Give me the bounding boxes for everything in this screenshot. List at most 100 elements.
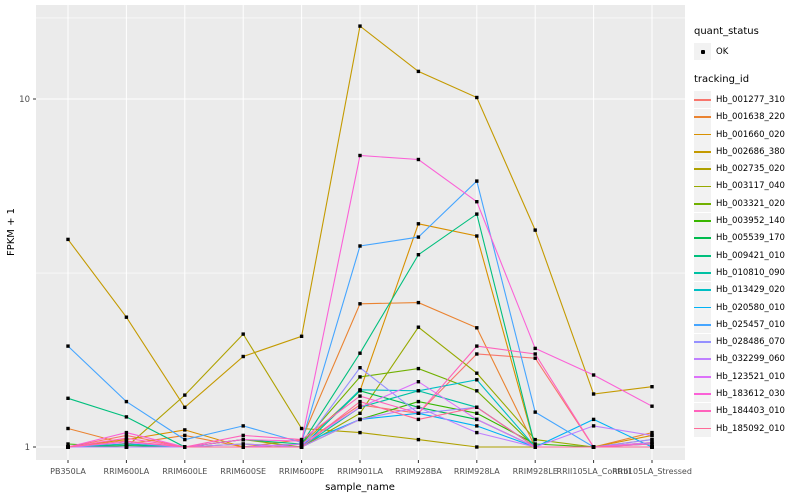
- data-point: [475, 417, 479, 422]
- data-point: [533, 352, 537, 356]
- legend-line-swatch: [694, 420, 711, 438]
- legend-item-Hb_184403_010: Hb_184403_010: [694, 402, 800, 420]
- data-point: [475, 430, 479, 435]
- data-point: [475, 378, 479, 382]
- x-tick-label: RRIM928LE: [513, 467, 558, 476]
- data-point: [475, 445, 479, 449]
- data-point: [124, 315, 129, 319]
- x-tick-label: RRIM600LA: [104, 467, 150, 476]
- x-tick-label: RRII105LA_Control: [557, 467, 631, 476]
- data-point: [124, 439, 129, 443]
- legend-item-label: Hb_009421_010: [716, 250, 785, 261]
- legend-title-quant-status: quant_status: [694, 26, 759, 37]
- legend-line-swatch: [694, 281, 711, 299]
- data-point: [124, 433, 129, 438]
- data-point: [358, 375, 362, 379]
- legend-item-Hb_185092_010: Hb_185092_010: [694, 420, 800, 438]
- data-point: [475, 424, 479, 428]
- data-point: [475, 344, 479, 348]
- data-point: [591, 392, 596, 396]
- data-point: [591, 445, 596, 449]
- data-point: [66, 344, 70, 348]
- x-tick-label: RRIM901LA: [337, 467, 383, 476]
- data-point: [66, 396, 70, 400]
- data-point: [124, 430, 129, 435]
- data-point: [183, 393, 187, 397]
- legend-item-label: Hb_020580_010: [716, 302, 785, 313]
- legend-item-Hb_001660_020: Hb_001660_020: [694, 126, 800, 144]
- legend-item-label: Hb_025457_010: [716, 319, 785, 330]
- data-point: [241, 332, 245, 336]
- x-tick-label: RRIM928LA: [454, 467, 500, 476]
- legend-item-label: Hb_013429_020: [716, 285, 785, 296]
- data-point: [241, 354, 245, 359]
- data-point: [650, 385, 654, 389]
- data-point: [416, 366, 421, 371]
- data-point: [299, 437, 304, 442]
- data-point: [533, 442, 537, 446]
- data-point: [241, 424, 245, 428]
- data-point: [416, 437, 421, 442]
- legend-item-Hb_002686_380: Hb_002686_380: [694, 143, 800, 161]
- data-point: [241, 445, 245, 449]
- data-point: [358, 388, 362, 392]
- legend-item-label: Hb_003321_020: [716, 198, 785, 209]
- legend-line-swatch: [694, 229, 711, 247]
- data-point: [533, 437, 537, 442]
- legend-line-swatch: [694, 212, 711, 230]
- legend-item-Hb_001638_220: Hb_001638_220: [694, 108, 800, 126]
- legend-line-swatch: [694, 108, 711, 126]
- data-point: [358, 394, 362, 398]
- data-point: [66, 445, 70, 449]
- legend-line-swatch: [694, 143, 711, 161]
- data-points: [66, 24, 654, 449]
- legend-item-label: Hb_005539_170: [716, 233, 785, 244]
- data-point: [124, 415, 129, 419]
- legend-item-Hb_005539_170: Hb_005539_170: [694, 229, 800, 247]
- data-point: [475, 179, 479, 183]
- data-point: [533, 356, 537, 360]
- legend-item-ok: OK: [694, 43, 800, 61]
- legend-item-label: Hb_183612_030: [716, 388, 785, 399]
- x-tick-label: RRIM600LE: [162, 467, 207, 476]
- data-point: [416, 235, 421, 239]
- data-point: [650, 430, 654, 435]
- data-point: [475, 95, 479, 100]
- data-point: [183, 445, 187, 449]
- legend-item-Hb_010810_090: Hb_010810_090: [694, 264, 800, 282]
- data-point: [650, 433, 654, 438]
- data-point: [416, 389, 421, 393]
- legend-item-Hb_003117_040: Hb_003117_040: [694, 177, 800, 195]
- data-point: [358, 411, 362, 415]
- data-point: [650, 404, 654, 408]
- legend-item-Hb_003321_020: Hb_003321_020: [694, 195, 800, 213]
- data-point: [650, 445, 654, 449]
- data-point: [416, 405, 421, 409]
- legend-item-label: Hb_002686_380: [716, 146, 785, 157]
- data-point: [416, 253, 421, 257]
- data-point: [241, 437, 245, 442]
- legend-line-swatch: [694, 160, 711, 178]
- data-point: [66, 442, 70, 446]
- data-point: [533, 228, 537, 232]
- legend-line-swatch: [694, 299, 711, 316]
- data-point: [358, 153, 362, 158]
- legend-line-swatch: [694, 350, 711, 368]
- legend-line-swatch: [694, 195, 711, 213]
- legend-title-tracking-id: tracking_id: [694, 74, 750, 86]
- legend-item-label: Hb_002735_020: [716, 164, 785, 175]
- x-axis-title: sample_name: [325, 482, 395, 493]
- data-point: [183, 437, 187, 442]
- legend-item-Hb_003952_140: Hb_003952_140: [694, 212, 800, 230]
- legend-item-label: Hb_010810_090: [716, 267, 785, 278]
- data-point: [358, 405, 362, 409]
- data-point: [533, 410, 537, 414]
- legend-line-swatch: [694, 126, 711, 144]
- data-point: [358, 244, 362, 248]
- data-point: [299, 426, 304, 431]
- legend-item-Hb_009421_010: Hb_009421_010: [694, 247, 800, 265]
- y-tick-label: 1: [25, 443, 30, 453]
- x-tick-label: RRII105LA_Stressed: [612, 467, 692, 476]
- data-point: [66, 426, 70, 431]
